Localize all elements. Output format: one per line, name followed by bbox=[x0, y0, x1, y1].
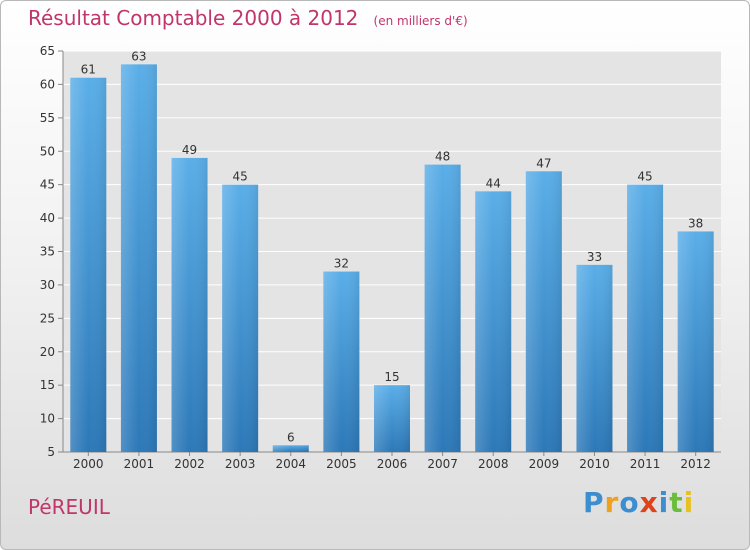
data-label: 44 bbox=[486, 176, 501, 190]
x-tick-label: 2003 bbox=[225, 457, 256, 471]
bar-shine bbox=[323, 271, 360, 452]
x-tick-label: 2008 bbox=[478, 457, 509, 471]
bar-shine bbox=[70, 77, 107, 452]
y-tick-label: 40 bbox=[40, 211, 55, 225]
data-label: 38 bbox=[688, 216, 703, 230]
data-label: 32 bbox=[334, 257, 349, 271]
data-label: 6 bbox=[287, 430, 295, 444]
bar-shine bbox=[374, 385, 410, 452]
proxiti-logo[interactable]: Proxiti bbox=[583, 486, 694, 519]
y-tick-label: 45 bbox=[40, 178, 55, 192]
x-tick-label: 2001 bbox=[124, 457, 155, 471]
data-label: 15 bbox=[384, 370, 399, 384]
bar-shine bbox=[120, 64, 157, 452]
chart-title-unit: (en milliers d'€) bbox=[373, 14, 468, 28]
y-tick-label: 55 bbox=[40, 111, 55, 125]
y-tick-label: 20 bbox=[40, 345, 55, 359]
x-tick-label: 2005 bbox=[326, 457, 357, 471]
data-label: 33 bbox=[587, 250, 602, 264]
x-tick-label: 2012 bbox=[680, 457, 711, 471]
bar-shine bbox=[171, 157, 208, 452]
logo-letter: i bbox=[658, 486, 670, 519]
y-tick-label: 5 bbox=[47, 445, 55, 459]
x-tick-label: 2011 bbox=[630, 457, 661, 471]
logo-letter: P bbox=[583, 486, 605, 519]
logo-letter: t bbox=[669, 486, 684, 519]
bar-shine bbox=[222, 184, 259, 452]
bar-shine bbox=[272, 445, 309, 452]
y-tick-label: 30 bbox=[40, 278, 55, 292]
data-label: 48 bbox=[435, 150, 450, 164]
logo-letter: r bbox=[604, 486, 620, 519]
y-tick-label: 50 bbox=[40, 144, 55, 158]
data-label: 47 bbox=[536, 156, 551, 170]
x-tick-label: 2004 bbox=[275, 457, 306, 471]
y-tick-label: 10 bbox=[40, 412, 55, 426]
y-tick-label: 60 bbox=[40, 77, 55, 91]
y-tick-label: 35 bbox=[40, 245, 55, 259]
y-tick-label: 15 bbox=[40, 378, 55, 392]
x-tick-label: 2009 bbox=[529, 457, 560, 471]
town-name: PéREUIL bbox=[28, 495, 110, 519]
bar-shine bbox=[576, 264, 613, 452]
chart-title: Résultat Comptable 2000 à 2012 (en milli… bbox=[28, 6, 468, 30]
x-tick-label: 2000 bbox=[73, 457, 104, 471]
data-label: 49 bbox=[182, 143, 197, 157]
x-tick-label: 2007 bbox=[427, 457, 458, 471]
x-tick-label: 2010 bbox=[579, 457, 610, 471]
data-label: 45 bbox=[233, 170, 248, 184]
data-label: 63 bbox=[131, 49, 146, 63]
y-tick-label: 25 bbox=[40, 311, 55, 325]
x-tick-label: 2006 bbox=[377, 457, 408, 471]
data-label: 45 bbox=[637, 170, 652, 184]
bar-shine bbox=[525, 171, 562, 453]
x-tick-label: 2002 bbox=[174, 457, 205, 471]
bar-shine bbox=[475, 191, 512, 452]
logo-letter: i bbox=[683, 486, 695, 519]
bar-shine bbox=[627, 184, 664, 452]
chart-title-main: Résultat Comptable 2000 à 2012 bbox=[28, 6, 359, 30]
bar-shine bbox=[424, 164, 461, 452]
logo-letter: o bbox=[619, 486, 640, 519]
logo-letter: x bbox=[639, 486, 659, 519]
bar-shine bbox=[677, 231, 714, 452]
data-label: 61 bbox=[81, 63, 96, 77]
y-tick-label: 65 bbox=[40, 44, 55, 58]
